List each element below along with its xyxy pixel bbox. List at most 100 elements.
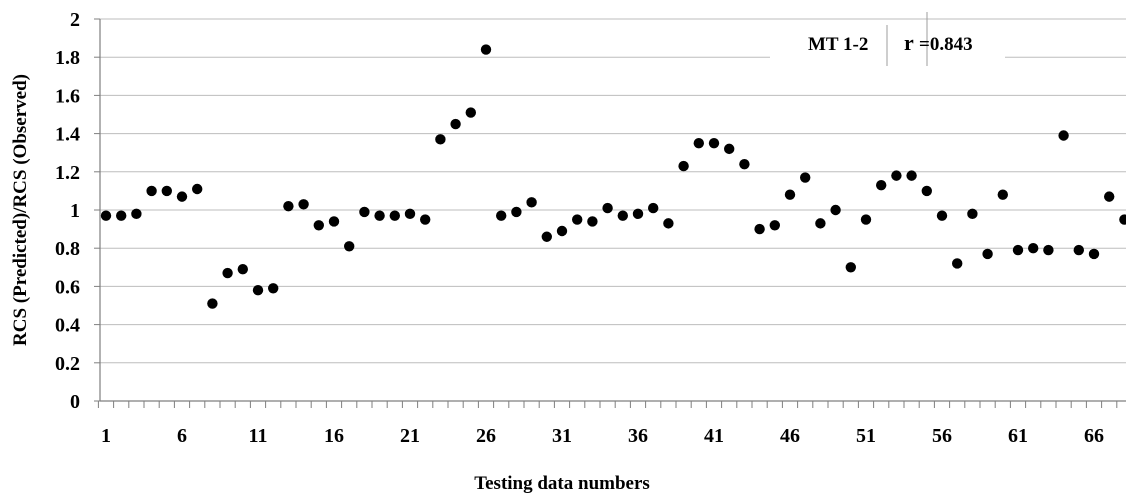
data-point — [936, 210, 948, 221]
x-tick-label: 46 — [780, 425, 800, 447]
data-point — [511, 206, 522, 218]
data-point — [891, 170, 902, 181]
y-tick-label: 0.6 — [55, 276, 80, 298]
gridlines — [100, 18, 1126, 364]
data-point — [876, 179, 887, 191]
data-point — [754, 223, 765, 235]
data-points — [100, 44, 1126, 309]
data-point — [298, 199, 309, 210]
y-tick-label: 1 — [70, 200, 80, 222]
annotation-model: MT 1-2 — [808, 34, 868, 55]
data-point — [860, 214, 872, 225]
data-point — [632, 208, 644, 220]
data-point — [207, 298, 218, 309]
data-point — [252, 285, 264, 296]
data-point — [556, 225, 568, 237]
data-point — [465, 107, 476, 118]
x-tick-label: 11 — [249, 425, 268, 447]
data-point — [313, 220, 324, 231]
data-point — [389, 210, 400, 221]
data-point — [982, 248, 993, 260]
data-point — [131, 208, 142, 220]
data-point — [344, 241, 355, 252]
y-tick-label: 0.8 — [55, 238, 80, 260]
data-point — [906, 170, 917, 181]
annotation-r-value: =0.843 — [919, 34, 973, 55]
data-point — [1119, 214, 1126, 225]
data-point — [784, 189, 796, 200]
data-point — [450, 118, 461, 130]
data-point — [283, 200, 294, 212]
data-point — [1012, 244, 1024, 256]
y-axis-title: RCS (Predicted)/RCS (Observed) — [10, 74, 31, 346]
data-point — [845, 262, 856, 273]
x-tick-label: 36 — [628, 425, 648, 447]
data-point — [541, 231, 552, 242]
x-tick-label: 31 — [552, 425, 572, 447]
annotation-box: MT 1-2 r =0.843 — [770, 12, 1005, 68]
data-point — [1104, 191, 1115, 202]
data-point — [815, 218, 826, 229]
data-point — [708, 137, 720, 149]
x-tick-label: 41 — [704, 425, 724, 447]
data-point — [328, 216, 340, 227]
data-point — [161, 185, 172, 197]
data-point — [1043, 244, 1054, 256]
data-point — [678, 160, 689, 172]
data-point — [921, 185, 932, 197]
data-point — [663, 218, 674, 229]
y-tick-label: 1.6 — [55, 85, 80, 107]
data-point — [617, 210, 628, 221]
x-tick-label: 56 — [932, 425, 952, 447]
data-point — [192, 183, 203, 195]
x-tick-labels: 1 6 11 16 21 26 31 36 41 46 51 56 61 66 — [101, 425, 1104, 447]
data-point — [480, 44, 492, 55]
y-tick-label: 0 — [70, 391, 80, 413]
data-point — [1058, 130, 1069, 141]
x-tick-label: 61 — [1008, 425, 1028, 447]
data-point — [420, 214, 431, 225]
data-point — [602, 202, 613, 214]
data-point — [997, 189, 1008, 200]
x-tick-label: 6 — [177, 425, 187, 447]
axes — [94, 18, 1126, 408]
data-point — [1073, 244, 1085, 256]
data-point — [967, 208, 978, 220]
data-point — [724, 143, 735, 155]
data-point — [800, 172, 811, 183]
data-point — [587, 216, 598, 227]
y-tick-label: 1.8 — [55, 47, 80, 69]
data-point — [100, 210, 112, 221]
y-tick-label: 2 — [70, 9, 80, 31]
data-point — [526, 197, 537, 208]
data-point — [648, 202, 659, 214]
data-point — [496, 210, 507, 221]
data-point — [830, 204, 841, 216]
y-tick-label: 0.4 — [55, 315, 80, 337]
data-point — [739, 158, 750, 170]
data-point — [374, 210, 385, 221]
x-tick-label: 16 — [324, 425, 344, 447]
data-point — [572, 214, 583, 225]
data-point — [769, 220, 780, 231]
x-tick-label: 1 — [101, 425, 111, 447]
data-point — [693, 137, 704, 149]
data-point — [176, 191, 188, 202]
x-axis-title: Testing data numbers — [474, 473, 650, 494]
data-point — [1028, 243, 1039, 254]
y-tick-label: 1.4 — [55, 124, 80, 146]
x-tick-label: 21 — [400, 425, 420, 447]
data-point — [404, 208, 416, 220]
data-point — [359, 206, 370, 218]
data-point — [435, 134, 446, 145]
data-point — [1088, 248, 1100, 260]
data-point — [952, 258, 963, 269]
data-point — [237, 264, 248, 275]
x-tick-label: 26 — [476, 425, 496, 447]
data-point — [268, 283, 279, 294]
data-point — [146, 185, 157, 197]
x-tick-label: 51 — [856, 425, 876, 447]
y-tick-label: 1.2 — [55, 162, 80, 184]
data-point — [116, 210, 127, 221]
